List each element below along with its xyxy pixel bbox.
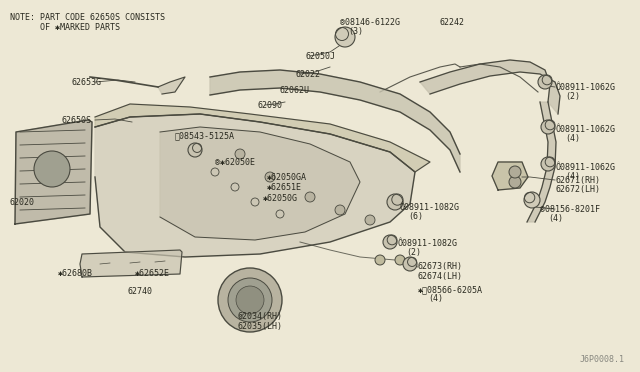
- Text: (4): (4): [428, 295, 443, 304]
- Circle shape: [365, 215, 375, 225]
- Text: (3): (3): [348, 26, 363, 35]
- Text: ✱62050G: ✱62050G: [263, 193, 298, 202]
- Circle shape: [236, 286, 264, 314]
- Polygon shape: [80, 250, 182, 277]
- Text: Ô08911-1062G: Ô08911-1062G: [556, 163, 616, 171]
- Circle shape: [218, 268, 282, 332]
- Circle shape: [335, 205, 345, 215]
- Circle shape: [541, 120, 555, 134]
- Text: J6P0008.1: J6P0008.1: [580, 355, 625, 364]
- Text: 62090: 62090: [258, 100, 283, 109]
- Circle shape: [34, 151, 70, 187]
- Text: NOTE: PART CODE 62650S CONSISTS: NOTE: PART CODE 62650S CONSISTS: [10, 13, 165, 22]
- Polygon shape: [210, 70, 460, 172]
- Circle shape: [541, 157, 555, 171]
- Text: ✱Ⓞ08566-6205A: ✱Ⓞ08566-6205A: [418, 285, 483, 295]
- Text: 62035(LH): 62035(LH): [238, 321, 283, 330]
- Text: 62653G: 62653G: [72, 77, 102, 87]
- Polygon shape: [158, 77, 185, 94]
- Text: (4): (4): [565, 171, 580, 180]
- Circle shape: [509, 166, 521, 178]
- Polygon shape: [15, 120, 92, 224]
- Text: Ⓜ08543-5125A: Ⓜ08543-5125A: [175, 131, 235, 141]
- Text: 62062U: 62062U: [280, 86, 310, 94]
- Text: OF ✱MARKED PARTS: OF ✱MARKED PARTS: [10, 22, 120, 32]
- Circle shape: [383, 235, 397, 249]
- Text: ®08156-8201F: ®08156-8201F: [540, 205, 600, 214]
- Circle shape: [375, 255, 385, 265]
- Text: ✱62651E: ✱62651E: [267, 183, 302, 192]
- Text: 62650S: 62650S: [62, 115, 92, 125]
- Polygon shape: [160, 127, 360, 240]
- Text: Ô08911-1062G: Ô08911-1062G: [556, 83, 616, 92]
- Text: 62022: 62022: [295, 70, 320, 78]
- Circle shape: [335, 27, 355, 47]
- Polygon shape: [527, 102, 556, 222]
- Polygon shape: [420, 60, 560, 114]
- Text: Ô08911-1082G: Ô08911-1082G: [400, 202, 460, 212]
- Text: 62034(RH): 62034(RH): [238, 312, 283, 321]
- Text: 62020: 62020: [10, 198, 35, 206]
- Circle shape: [228, 278, 272, 322]
- Text: ®✱62050E: ®✱62050E: [215, 157, 255, 167]
- Circle shape: [188, 143, 202, 157]
- Text: 62050J: 62050J: [305, 51, 335, 61]
- Text: 62740: 62740: [128, 288, 153, 296]
- Text: (6): (6): [408, 212, 423, 221]
- Text: (2): (2): [406, 248, 421, 257]
- Text: Ô08911-1082G: Ô08911-1082G: [398, 240, 458, 248]
- Circle shape: [538, 75, 552, 89]
- Text: 62671(RH): 62671(RH): [556, 176, 601, 185]
- Circle shape: [395, 255, 405, 265]
- Polygon shape: [95, 114, 415, 257]
- Text: ✱62680B: ✱62680B: [58, 269, 93, 279]
- Text: ✱62652E: ✱62652E: [135, 269, 170, 279]
- Polygon shape: [95, 104, 430, 172]
- Text: Ô08911-1062G: Ô08911-1062G: [556, 125, 616, 134]
- Circle shape: [509, 176, 521, 188]
- Circle shape: [403, 257, 417, 271]
- Text: (4): (4): [548, 214, 563, 222]
- Text: ®08146-6122G: ®08146-6122G: [340, 17, 400, 26]
- Circle shape: [524, 192, 540, 208]
- Polygon shape: [492, 162, 528, 190]
- Text: (4): (4): [565, 134, 580, 142]
- Text: 62673(RH): 62673(RH): [418, 263, 463, 272]
- Circle shape: [235, 149, 245, 159]
- Circle shape: [387, 194, 403, 210]
- Text: (2): (2): [565, 92, 580, 100]
- Text: 62674(LH): 62674(LH): [418, 272, 463, 280]
- Text: ✱62050GA: ✱62050GA: [267, 173, 307, 182]
- Circle shape: [305, 192, 315, 202]
- Text: 62242: 62242: [440, 17, 465, 26]
- Text: 62672(LH): 62672(LH): [556, 185, 601, 193]
- Circle shape: [265, 172, 275, 182]
